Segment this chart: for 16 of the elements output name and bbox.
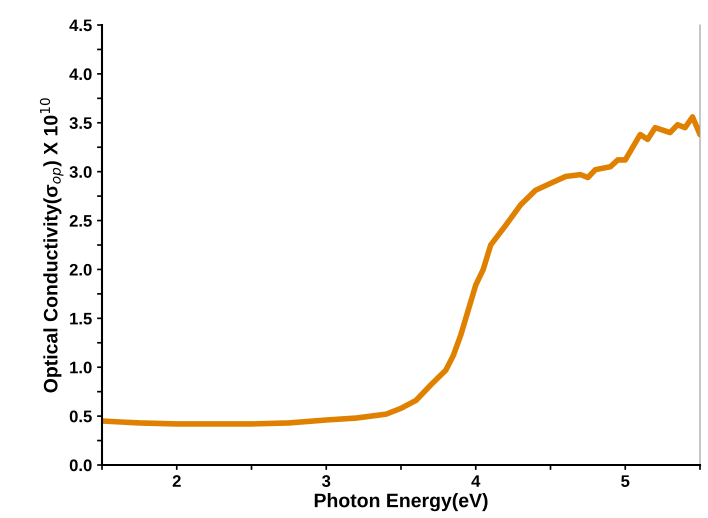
x-axis-title: Photon Energy(eV) <box>314 493 488 512</box>
y-tick-label: 2.5 <box>70 214 92 227</box>
y-tick-label: 4.0 <box>69 68 92 80</box>
y-tick-label: 0.0 <box>70 459 92 472</box>
x-tick-label: 2 <box>172 475 181 487</box>
y-axis-title: Optical Conductivity(σ$_{op}$) X 10$^{10}$ <box>40 98 64 392</box>
y-tick-label: 4.5 <box>69 20 92 32</box>
y-tick-label: 1.5 <box>70 312 92 325</box>
x-tick-label: 4 <box>471 475 480 487</box>
x-tick-label: 3 <box>322 475 330 487</box>
x-tick-label: 5 <box>621 475 630 487</box>
y-tick-label: 1.0 <box>70 362 92 374</box>
y-tick-label: 3.5 <box>69 117 92 130</box>
y-tick-label: 2.0 <box>70 264 92 276</box>
y-tick-label: 0.5 <box>70 410 92 422</box>
y-tick-label: 3.0 <box>69 166 92 178</box>
